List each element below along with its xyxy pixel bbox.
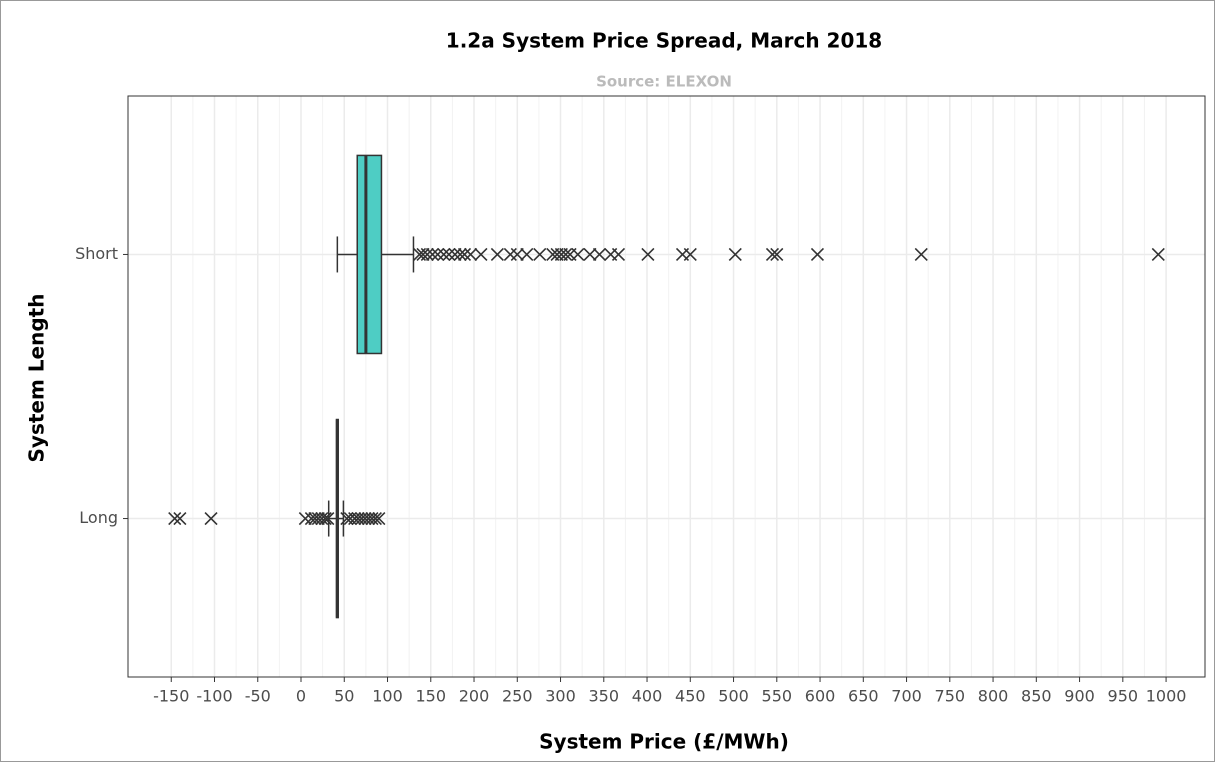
outlier [914,247,928,262]
outlier [559,247,573,262]
x-tick-label: 700 [891,687,922,706]
outlier [431,247,445,262]
outlier [490,247,504,262]
x-tick-label: 400 [632,687,663,706]
outlier [368,511,382,526]
outlier [453,247,467,262]
outlier [425,247,440,262]
x-tick-label: 750 [935,687,966,706]
x-tick-label: -150 [153,687,189,706]
x-tick-label: 900 [1064,687,1095,706]
outlier [318,511,332,526]
x-tick-label: 550 [762,687,793,706]
x-tick-label: 150 [415,687,446,706]
panel-border [127,95,1206,678]
outlier [474,247,488,262]
x-tick-label: 0 [296,687,306,706]
outlier [315,511,329,526]
x-tick-label: 450 [675,687,706,706]
outlier [810,247,825,262]
x-tick-label: 600 [805,687,836,706]
outlier [533,247,547,262]
outlier [520,247,534,262]
x-tick-label: 1000 [1146,687,1187,706]
box [356,154,383,355]
outlier [448,247,462,262]
x-tick-label: 350 [589,687,620,706]
outlier [770,247,784,262]
x-tick-label: 100 [372,687,403,706]
y-tick-label: Long [79,508,118,527]
x-tick-label: -100 [196,687,232,706]
outlier [457,247,472,262]
outlier [463,247,478,262]
outlier [298,511,312,526]
chart-subtitle: Source: ELEXON [596,73,732,91]
outlier [641,247,655,262]
outlier [437,247,451,262]
outlier [442,247,456,262]
outlier [204,511,218,526]
x-tick-label: 650 [848,687,879,706]
x-tick-label: 850 [1021,687,1052,706]
outlier [173,511,187,526]
outlier [683,247,697,262]
x-tick-label: 500 [718,687,749,706]
x-tick-label: 50 [334,687,354,706]
y-axis-title: System Length [25,294,49,463]
x-tick-label: 950 [1108,687,1139,706]
outlier [765,247,780,262]
x-tick-label: 250 [502,687,533,706]
outlier [571,247,585,262]
outlier [592,247,607,262]
y-tick-label: Short [75,244,118,263]
outlier [416,247,430,262]
outlier [420,247,434,262]
x-tick-label: 200 [459,687,490,706]
x-tick-label: -50 [245,687,271,706]
plot-panel [128,96,1205,677]
x-axis-title: System Price (£/MWh) [539,730,789,754]
outlier [611,247,626,262]
x-tick-label: 300 [545,687,576,706]
chart-title: 1.2a System Price Spread, March 2018 [446,29,882,53]
outlier [510,247,524,262]
outlier [321,511,335,526]
outlier [372,511,386,526]
outlier [1151,247,1165,262]
outlier [583,247,597,262]
outlier [168,511,182,526]
outlier [728,247,742,262]
x-tick-label: 800 [978,687,1009,706]
